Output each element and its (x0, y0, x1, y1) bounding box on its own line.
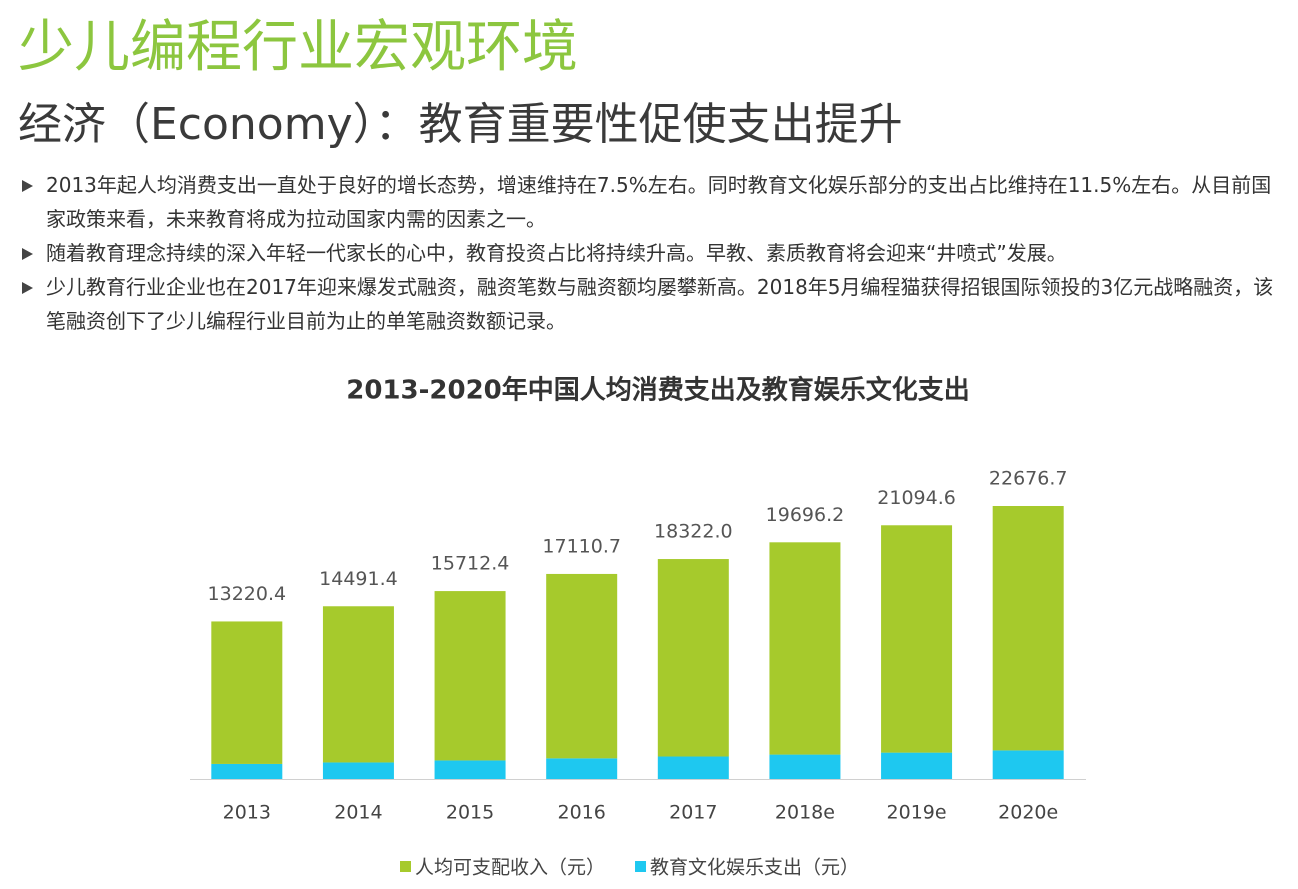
bullet-list: 2013年起人均消费支出一直处于良好的增长态势，增速维持在7.5%左右。同时教育… (20, 168, 1285, 338)
bar-segment (657, 756, 729, 779)
x-tick-label: 2016 (558, 802, 606, 824)
data-label: 18322.0 (654, 521, 733, 543)
x-tick-label: 2014 (334, 802, 382, 824)
legend-label: 教育文化娱乐支出（元） (650, 857, 859, 879)
bar-segment (769, 542, 841, 755)
x-tick-label: 2017 (669, 802, 717, 824)
data-label: 21094.6 (877, 487, 956, 509)
bar-segment (546, 573, 618, 759)
bar-segment (769, 754, 841, 779)
bar-segment (434, 591, 506, 761)
x-tick-label: 2020e (998, 802, 1058, 824)
legend-swatch (400, 861, 411, 872)
slide-subtitle: 经济（Economy）：教育重要性促使支出提升 (18, 99, 903, 150)
bar-segment (211, 621, 283, 764)
data-label: 17110.7 (542, 535, 621, 557)
x-tick-label: 2019e (887, 802, 947, 824)
slide-title: 少儿编程行业宏观环境 (18, 15, 578, 80)
data-label: 14491.4 (319, 568, 398, 590)
data-label: 22676.7 (989, 467, 1068, 489)
x-tick-label: 2015 (446, 802, 494, 824)
data-label: 19696.2 (766, 504, 845, 526)
bar-segment (434, 760, 506, 779)
bar-segment (322, 606, 394, 763)
legend-label: 人均可支配收入（元） (415, 857, 605, 879)
bullet: 随着教育理念持续的深入年轻一代家长的心中，教育投资占比将持续升高。早教、素质教育… (20, 236, 1285, 270)
bar-segment (881, 525, 953, 753)
x-tick-label: 2018e (775, 802, 835, 824)
data-label: 13220.4 (208, 583, 287, 605)
bar-segment (992, 505, 1064, 751)
legend-swatch (635, 861, 647, 872)
x-tick-label: 2013 (223, 802, 271, 824)
bar-segment (657, 559, 729, 757)
bar-segment (322, 762, 394, 779)
bullet: 少儿教育行业企业也在2017年迎来爆发式融资，融资笔数与融资额均屡攀新高。201… (20, 270, 1285, 338)
bar-segment (546, 758, 618, 779)
bar-segment (211, 763, 283, 779)
bar-segment (881, 752, 953, 779)
data-label: 15712.4 (431, 553, 510, 575)
bullet: 2013年起人均消费支出一直处于良好的增长态势，增速维持在7.5%左右。同时教育… (20, 168, 1285, 236)
chart-title: 2013-2020年中国人均消费支出及教育娱乐文化支出 (346, 375, 970, 406)
bar-segment (992, 750, 1064, 779)
